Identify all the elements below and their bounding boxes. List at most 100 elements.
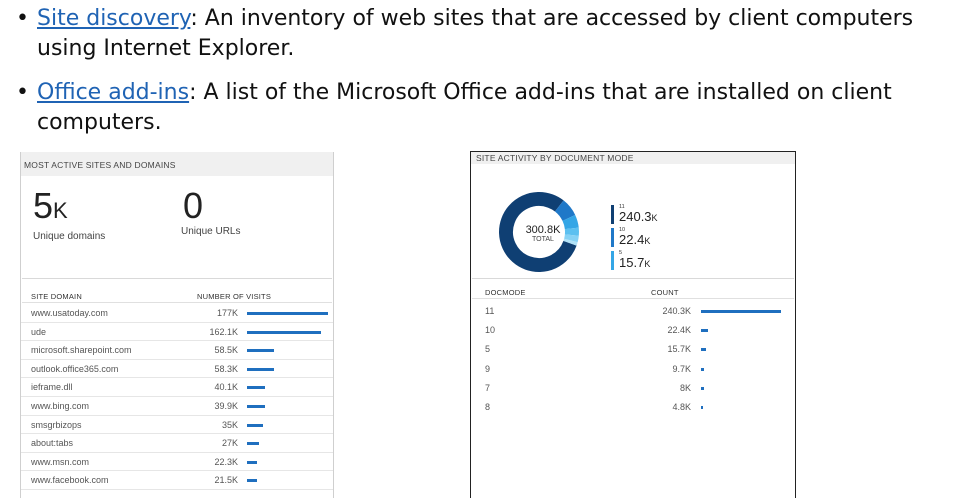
table-row[interactable]: 11 240.3K: [471, 302, 795, 321]
office-addins-link[interactable]: Office add-ins: [37, 80, 190, 105]
site-domain-cell: smsgrbizops: [31, 419, 82, 430]
visits-cell: 22.3K: [214, 456, 238, 467]
visits-bar: [247, 349, 274, 353]
count-bar: [701, 406, 703, 409]
donut-slice-mode-11[interactable]: [497, 190, 581, 274]
unique-urls-label: Unique URLs: [181, 226, 241, 237]
docmode-cell: 10: [485, 325, 496, 336]
legend-item[interactable]: 11 240.3K: [611, 204, 658, 225]
site-discovery-description: : An inventory of web sites that are acc…: [37, 6, 914, 61]
visits-cell: 35K: [221, 419, 238, 430]
docmode-cell: 5: [485, 344, 491, 355]
site-domain-cell: www.facebook.com: [31, 475, 109, 486]
count-cell: 9.7K: [672, 363, 691, 374]
divider: [22, 278, 332, 279]
site-domain-cell: about:tabs: [31, 438, 74, 449]
office-addins-description: : A list of the Microsoft Office add-ins…: [37, 80, 892, 135]
donut-chart: [497, 190, 581, 274]
legend-mode: 5: [619, 250, 623, 256]
legend-item[interactable]: 10 22.4K: [611, 227, 658, 248]
count-bar: [701, 348, 707, 352]
table-row[interactable]: 8 4.8K: [471, 398, 795, 417]
visits-cell: 58.3K: [214, 363, 238, 374]
visits-bar: [247, 423, 264, 427]
legend-value: 22.4K: [619, 232, 651, 247]
table-row[interactable]: www.facebook.com 21.5K: [21, 471, 333, 490]
divider: [472, 278, 794, 279]
visits-cell: 39.9K: [214, 401, 238, 411]
panel-title: MOST ACTIVE SITES AND DOMAINS: [21, 152, 333, 176]
legend-value: 240.3K: [619, 209, 658, 224]
unique-urls-value: 0: [183, 185, 204, 226]
site-domain-cell: ieframe.dll: [31, 382, 73, 393]
table-row[interactable]: www.msn.com 22.3K: [21, 453, 333, 472]
count-cell: 22.4K: [667, 325, 691, 336]
bullet-list: Site discovery: An inventory of web site…: [16, 4, 951, 138]
table-row[interactable]: www.bing.com 39.9K: [21, 397, 333, 416]
most-active-sites-panel: MOST ACTIVE SITES AND DOMAINS 5K Unique …: [20, 152, 334, 498]
visits-bar: [247, 405, 266, 408]
donut-total: 300.8K TOTAL: [515, 224, 571, 243]
visits-cell: 21.5K: [214, 475, 238, 486]
table-row[interactable]: about:tabs 27K: [21, 434, 333, 453]
document-mode-donut: [497, 190, 581, 274]
legend-swatch: [611, 205, 614, 224]
header-divider: [22, 302, 332, 303]
table-row[interactable]: www.usatoday.com 177K: [21, 304, 333, 323]
site-domain-cell: microsoft.sharepoint.com: [31, 345, 132, 356]
visits-cell: 58.5K: [214, 345, 238, 356]
column-header-visits[interactable]: NUMBER OF VISITS: [197, 292, 272, 301]
visits-cell: 40.1K: [214, 382, 238, 393]
visits-cell: 162.1K: [209, 326, 238, 337]
donut-total-label: TOTAL: [532, 236, 554, 243]
visits-cell: 27K: [221, 438, 238, 449]
docmode-cell: 8: [485, 402, 491, 412]
site-domain-cell: www.bing.com: [31, 401, 90, 411]
document-mode-panel: SITE ACTIVITY BY DOCUMENT MODE 300.8K TO…: [470, 151, 796, 498]
visits-bar: [247, 367, 274, 371]
site-domain-cell: www.usatoday.com: [31, 308, 108, 318]
legend-value: 15.7K: [619, 255, 651, 270]
legend-swatch: [611, 228, 614, 247]
bullet-office-addins: Office add-ins: A list of the Microsoft …: [16, 78, 951, 138]
visits-bar: [247, 386, 266, 390]
site-domain-cell: outlook.office365.com: [31, 363, 119, 374]
table-row[interactable]: outlook.office365.com 58.3K: [21, 360, 333, 379]
site-domain-cell: ude: [31, 326, 47, 337]
unique-domains-stat[interactable]: 5K Unique domains: [33, 185, 105, 243]
table-row[interactable]: 9 9.7K: [471, 360, 795, 379]
site-discovery-link[interactable]: Site discovery: [37, 6, 191, 31]
table-row[interactable]: ude 162.1K: [21, 323, 333, 342]
visits-bar: [247, 479, 257, 483]
count-cell: 240.3K: [662, 306, 691, 316]
docmode-cell: 11: [485, 306, 495, 316]
table-row[interactable]: smsgrbizops 35K: [21, 416, 333, 435]
bullet-site-discovery: Site discovery: An inventory of web site…: [16, 4, 951, 64]
unique-domains-value: 5K: [33, 185, 68, 226]
count-bar: [701, 310, 781, 313]
donut-legend: 11 240.3K 10 22.4K 5 15.7K: [611, 204, 658, 273]
table-row[interactable]: microsoft.sharepoint.com 58.5K: [21, 341, 333, 360]
table-row[interactable]: ieframe.dll 40.1K: [21, 378, 333, 397]
column-header-docmode[interactable]: DOCMODE: [485, 288, 526, 297]
count-bar: [701, 367, 705, 371]
count-cell: 8K: [679, 382, 691, 393]
count-bar: [701, 329, 709, 333]
visits-bar: [247, 312, 328, 315]
legend-item[interactable]: 5 15.7K: [611, 250, 658, 271]
count-cell: 15.7K: [667, 344, 691, 355]
docmode-cell: 7: [485, 382, 491, 393]
table-row[interactable]: 5 15.7K: [471, 340, 795, 359]
header-divider: [472, 298, 794, 299]
visits-bar: [247, 460, 258, 464]
donut-total-value: 300.8K: [525, 224, 561, 236]
panel-title: SITE ACTIVITY BY DOCUMENT MODE: [471, 152, 795, 164]
visits-bar: [247, 330, 322, 334]
legend-mode: 11: [619, 204, 625, 210]
column-header-count[interactable]: COUNT: [651, 288, 679, 297]
unique-urls-stat[interactable]: 0 Unique URLs: [181, 185, 241, 238]
table-row[interactable]: 7 8K: [471, 379, 795, 398]
table-row[interactable]: 10 22.4K: [471, 321, 795, 340]
column-header-site-domain[interactable]: SITE DOMAIN: [31, 292, 82, 301]
count-bar: [701, 386, 704, 390]
